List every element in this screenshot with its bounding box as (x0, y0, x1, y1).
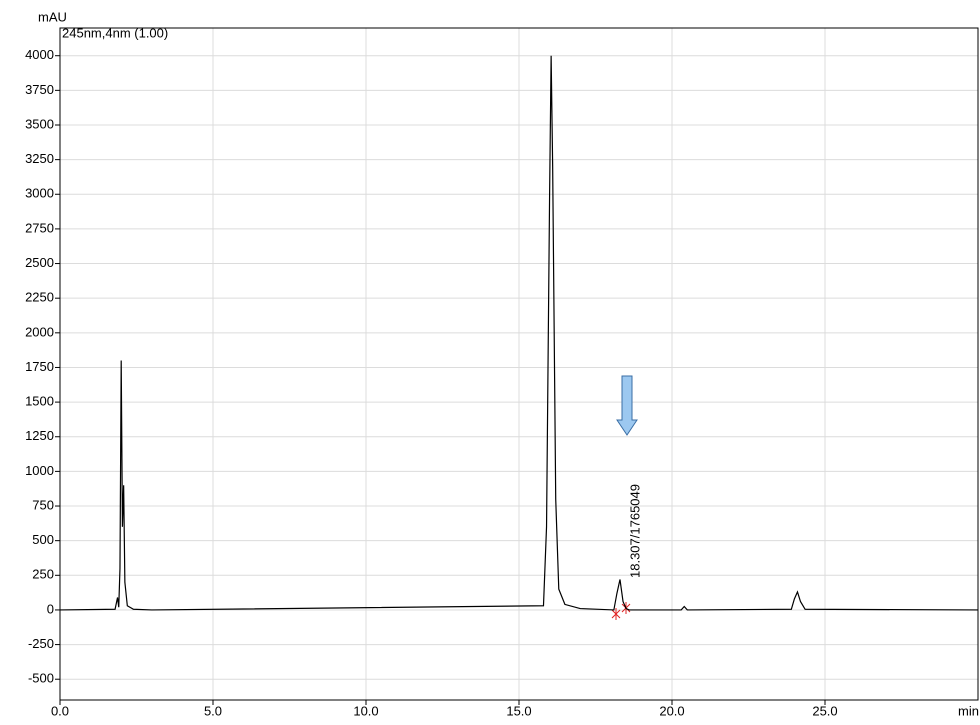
y-tick-label: -250 (28, 636, 54, 651)
y-tick-label: -500 (28, 671, 54, 686)
y-tick-label: 1750 (25, 359, 54, 374)
y-tick-label: 500 (32, 532, 54, 547)
y-tick-label: 2750 (25, 220, 54, 235)
y-tick-label: 1250 (25, 428, 54, 443)
y-tick-label: 3500 (25, 116, 54, 131)
chromatogram-line (59, 55, 979, 611)
x-tick-label: 0.0 (51, 703, 69, 718)
arrow (616, 375, 638, 436)
y-axis-label: mAU (38, 9, 67, 24)
y-tick-label: 250 (32, 567, 54, 582)
y-tick-label: 3250 (25, 151, 54, 166)
y-tick-label: 3000 (25, 186, 54, 201)
y-tick-label: 1000 (25, 463, 54, 478)
y-tick-label: 4000 (25, 47, 54, 62)
y-tick-label: 1500 (25, 394, 54, 409)
y-tick-label: 0 (47, 601, 54, 616)
x-tick-label: 15.0 (506, 703, 531, 718)
y-tick-label: 2500 (25, 255, 54, 270)
x-tick-label: 20.0 (659, 703, 684, 718)
x-tick-label: 10.0 (353, 703, 378, 718)
y-tick-label: 2250 (25, 290, 54, 305)
x-tick-label: 5.0 (204, 703, 222, 718)
y-tick-label: 750 (32, 497, 54, 512)
y-tick-label: 2000 (25, 324, 54, 339)
plot-frame (59, 27, 979, 701)
y-tick-label: 3750 (25, 82, 54, 97)
channel-label: 245nm,4nm (1.00) (62, 25, 168, 40)
peak-label: 18.307/1765049 (627, 484, 642, 578)
x-axis-label: min (958, 703, 979, 718)
x-tick-label: 25.0 (812, 703, 837, 718)
